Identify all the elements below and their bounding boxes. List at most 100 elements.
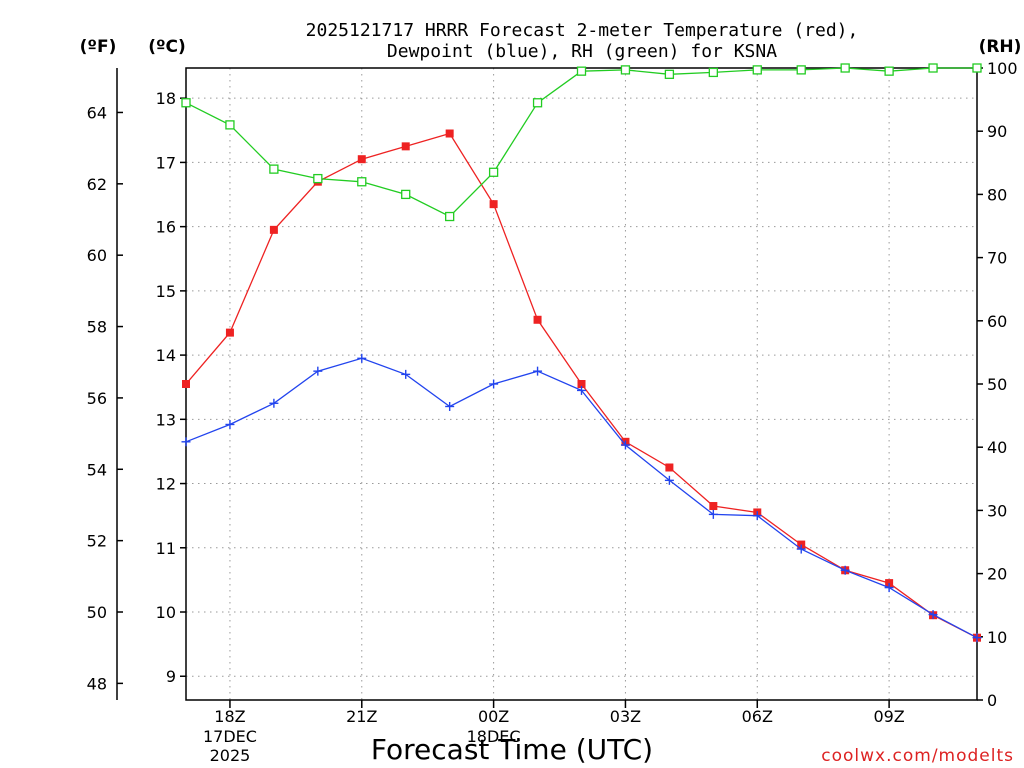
- temperature-point: [401, 142, 410, 151]
- x-tick-label: 00Z: [478, 707, 509, 726]
- celsius-tick-label: 15: [156, 282, 176, 301]
- rh-point: [488, 167, 499, 177]
- rh-point: [884, 66, 894, 76]
- fahrenheit-tick-label: 60: [87, 246, 107, 265]
- dewpoint-point: [181, 437, 191, 447]
- credit-label: coolwx.com/modelts: [821, 746, 1014, 766]
- dewpoint-point: [357, 353, 367, 363]
- rh-tick-label: 30: [987, 501, 1007, 520]
- x-tick-label: 06Z: [742, 707, 773, 726]
- rh-tick-label: 70: [987, 249, 1007, 268]
- rh-point: [708, 67, 718, 78]
- rh-point: [752, 65, 762, 75]
- dewpoint-point: [840, 565, 850, 575]
- rh-unit-label: (RH): [979, 37, 1022, 57]
- rh-tick-label: 10: [987, 628, 1007, 647]
- rh-tick-label: 40: [987, 438, 1007, 457]
- rh-tick-label: 20: [987, 565, 1007, 584]
- dewpoint-point: [445, 401, 455, 411]
- fahrenheit-tick-label: 50: [87, 603, 107, 622]
- temperature-point: [357, 155, 366, 164]
- dewpoint-point: [489, 379, 499, 389]
- rh-point: [972, 63, 982, 73]
- rh-tick-label: 100: [987, 59, 1018, 78]
- rh-tick-label: 80: [987, 185, 1007, 204]
- dewpoint-point: [884, 583, 894, 593]
- rh-point: [269, 164, 279, 174]
- celsius-tick-label: 13: [156, 410, 176, 429]
- temperature-point: [533, 315, 542, 324]
- x-tick-date-label: 18DEC: [467, 727, 521, 746]
- chart-title-line1: 2025121717 HRRR Forecast 2-meter Tempera…: [306, 20, 859, 41]
- dewpoint-point: [401, 369, 411, 379]
- dewpoint-point: [664, 475, 674, 485]
- rh-point: [840, 63, 850, 73]
- celsius-unit-label: (ºC): [148, 37, 186, 57]
- x-axis-title: Forecast Time (UTC): [371, 733, 653, 766]
- series-layer: [181, 63, 982, 643]
- temperature-point: [445, 129, 454, 138]
- dewpoint-point: [928, 610, 938, 620]
- temperature-point: [269, 225, 278, 234]
- rh-tick-label: 50: [987, 375, 1007, 394]
- rh-point: [445, 211, 455, 222]
- rh-point: [664, 69, 675, 79]
- ticks-layer: 9 10 11 12 13 14 15 16 17 18 48 50 52 54 56 58 60 62 64 0 10…: [87, 59, 1018, 765]
- rh-point: [401, 189, 411, 200]
- dewpoint-point: [620, 440, 630, 450]
- fahrenheit-tick-label: 56: [87, 389, 107, 408]
- dewpoint-point: [269, 398, 279, 408]
- x-tick-label: 09Z: [873, 707, 904, 726]
- fahrenheit-tick-label: 54: [87, 460, 107, 479]
- celsius-tick-label: 14: [156, 346, 176, 365]
- celsius-tick-label: 16: [156, 218, 176, 237]
- celsius-tick-label: 17: [156, 153, 176, 172]
- dewpoint-point: [708, 509, 718, 519]
- celsius-tick-label: 12: [156, 475, 176, 494]
- dewpoint-series: [181, 353, 982, 643]
- rh-tick-label: 60: [987, 312, 1007, 331]
- temperature-point: [489, 200, 498, 209]
- temperature-point: [225, 328, 234, 337]
- fahrenheit-tick-label: 64: [87, 103, 107, 122]
- fahrenheit-tick-label: 58: [87, 318, 107, 337]
- fahrenheit-tick-label: 62: [87, 175, 107, 194]
- rh-point: [576, 66, 587, 76]
- fahrenheit-tick-label: 52: [87, 532, 107, 551]
- dewpoint-point: [313, 366, 323, 376]
- rh-point: [313, 173, 323, 184]
- chart-title-line2: Dewpoint (blue), RH (green) for KSNA: [387, 41, 777, 62]
- temperature-series: [182, 129, 981, 642]
- rh-tick-label: 90: [987, 122, 1007, 141]
- dewpoint-point: [796, 544, 806, 554]
- celsius-tick-label: 11: [156, 539, 176, 558]
- celsius-tick-label: 9: [166, 667, 176, 686]
- dewpoint-point: [225, 419, 235, 429]
- celsius-tick-label: 10: [156, 603, 176, 622]
- rh-series: [181, 63, 982, 222]
- dewpoint-point: [577, 385, 586, 395]
- dewpoint-point: [533, 366, 543, 376]
- temperature-point: [577, 380, 586, 388]
- rh-point: [225, 120, 235, 130]
- temperature-point: [665, 463, 674, 472]
- fahrenheit-tick-label: 48: [87, 674, 107, 693]
- fahrenheit-unit-label: (ºF): [80, 37, 117, 57]
- x-tick-label: 03Z: [610, 707, 641, 726]
- rh-point: [532, 98, 543, 108]
- temperature-point: [182, 380, 190, 388]
- dewpoint-point: [972, 633, 982, 643]
- rh-point: [796, 65, 806, 75]
- dewpoint-line: [185, 357, 978, 639]
- rh-point: [928, 63, 938, 73]
- dewpoint-point: [752, 511, 762, 521]
- x-tick-label: 21Z: [346, 707, 377, 726]
- rh-tick-label: 0: [987, 691, 997, 710]
- rh-point: [181, 98, 191, 108]
- rh-line: [185, 67, 977, 218]
- x-tick-label: 18Z: [214, 707, 245, 726]
- x-tick-date-label: 17DEC: [203, 727, 257, 746]
- rh-point: [620, 65, 631, 75]
- temperature-point: [709, 502, 718, 511]
